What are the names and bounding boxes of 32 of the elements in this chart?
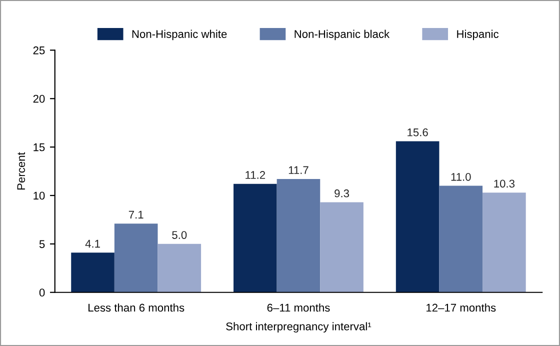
data-label: 11.2: [246, 171, 266, 179]
bar: [482, 192, 526, 292]
data-label: 7.1: [128, 210, 144, 218]
bar: [320, 202, 364, 292]
data-label: 11.7: [288, 166, 308, 174]
y-tick-label: 20: [33, 94, 45, 103]
data-label: 4.1: [85, 240, 100, 248]
bar: [158, 244, 202, 292]
y-tick-label: 25: [33, 46, 45, 54]
x-tick-label: Less than 6 months: [88, 303, 184, 312]
y-tick-label: 15: [34, 143, 45, 152]
data-label: 5.0: [172, 231, 187, 239]
data-label: 10.3: [494, 180, 515, 188]
bar: [234, 184, 277, 292]
data-label: 15.6: [408, 128, 428, 136]
x-tick-label: 6–11 months: [267, 303, 330, 312]
bar: [114, 224, 158, 292]
y-tick-label: 10: [34, 192, 45, 200]
x-tick-label: 12–17 months: [426, 303, 496, 312]
bar: [276, 179, 320, 292]
bar: [396, 141, 440, 292]
legend-label: Non-Hispanic black: [294, 30, 390, 40]
data-label: 9.3: [334, 189, 350, 198]
legend-label: Hispanic: [457, 30, 499, 40]
bar: [439, 186, 483, 292]
data-label: 11.0: [451, 172, 471, 181]
y-tick-label: 0: [39, 288, 45, 297]
x-axis-title: Short interpregnancy interval¹: [226, 322, 372, 333]
legend-label: Non-Hispanic white: [132, 30, 227, 40]
y-tick-label: 5: [39, 240, 45, 248]
bar: [71, 252, 114, 292]
y-axis-title: Percent: [17, 152, 26, 190]
